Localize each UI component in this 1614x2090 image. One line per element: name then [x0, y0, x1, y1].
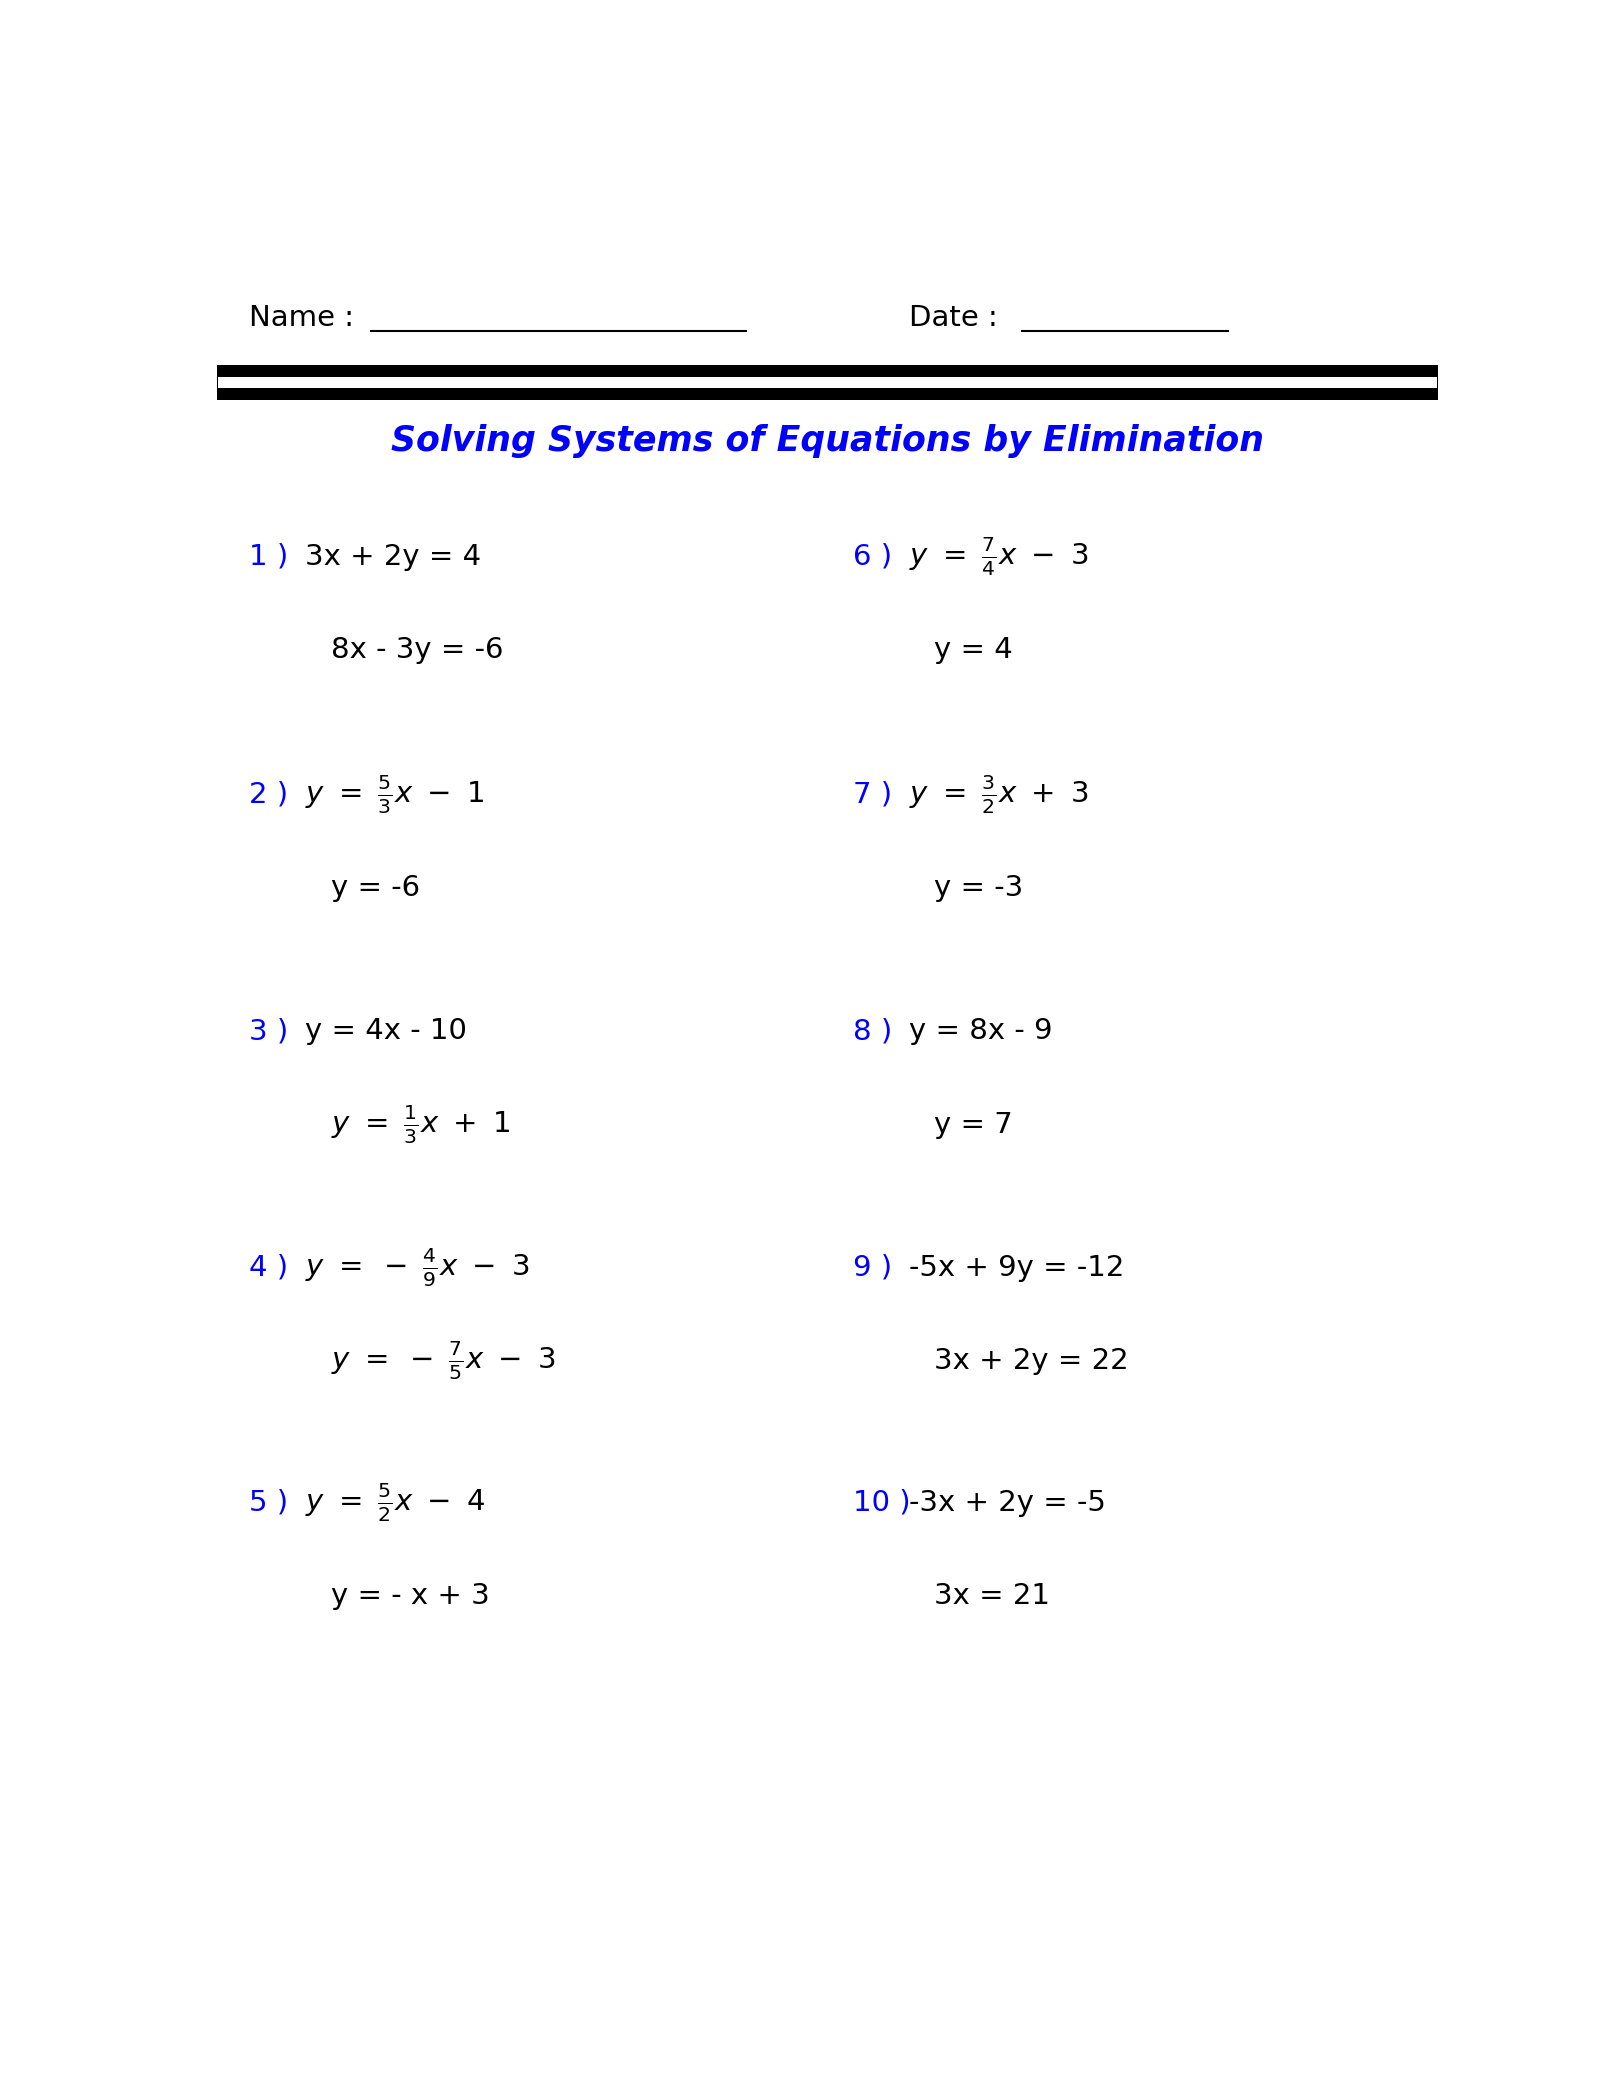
Text: Name :: Name :: [249, 305, 353, 332]
Text: 10 ): 10 ): [852, 1488, 910, 1517]
Text: y = -3: y = -3: [933, 874, 1023, 903]
Text: 6 ): 6 ): [852, 543, 891, 571]
Text: $y\ =\ -\ \frac{7}{5}x\ -\ 3$: $y\ =\ -\ \frac{7}{5}x\ -\ 3$: [331, 1340, 555, 1381]
Text: 5 ): 5 ): [249, 1488, 289, 1517]
Text: 2 ): 2 ): [249, 782, 289, 809]
Text: y = 4: y = 4: [933, 635, 1012, 665]
Text: Date :: Date :: [909, 305, 997, 332]
Text: $y\ =\ \frac{7}{4}x\ -\ 3$: $y\ =\ \frac{7}{4}x\ -\ 3$: [909, 535, 1088, 577]
Text: y = 7: y = 7: [933, 1110, 1012, 1139]
Text: 9 ): 9 ): [852, 1254, 891, 1281]
Text: $y\ =\ \frac{5}{2}x\ -\ 4$: $y\ =\ \frac{5}{2}x\ -\ 4$: [305, 1482, 484, 1524]
Text: y = 4x - 10: y = 4x - 10: [305, 1018, 466, 1045]
Bar: [218, 378, 1436, 389]
Text: 8 ): 8 ): [852, 1018, 891, 1045]
Text: y = -6: y = -6: [331, 874, 420, 903]
Text: $y\ =\ \frac{5}{3}x\ -\ 1$: $y\ =\ \frac{5}{3}x\ -\ 1$: [305, 773, 483, 815]
Text: -5x + 9y = -12: -5x + 9y = -12: [909, 1254, 1123, 1281]
Text: 7 ): 7 ): [852, 782, 891, 809]
Text: -3x + 2y = -5: -3x + 2y = -5: [909, 1488, 1106, 1517]
Text: 3x + 2y = 22: 3x + 2y = 22: [933, 1348, 1128, 1375]
Text: Solving Systems of Equations by Elimination: Solving Systems of Equations by Eliminat…: [391, 424, 1264, 458]
Text: 4 ): 4 ): [249, 1254, 289, 1281]
Text: 3x + 2y = 4: 3x + 2y = 4: [305, 543, 481, 571]
Text: 8x - 3y = -6: 8x - 3y = -6: [331, 635, 504, 665]
Text: y = - x + 3: y = - x + 3: [331, 1582, 489, 1609]
Text: 3x = 21: 3x = 21: [933, 1582, 1049, 1609]
Bar: [216, 366, 1438, 401]
Text: 1 ): 1 ): [249, 543, 289, 571]
Text: 3 ): 3 ): [249, 1018, 289, 1045]
Text: y = 8x - 9: y = 8x - 9: [909, 1018, 1052, 1045]
Text: $y\ =\ \frac{3}{2}x\ +\ 3$: $y\ =\ \frac{3}{2}x\ +\ 3$: [909, 773, 1088, 815]
Text: $y\ =\ \frac{1}{3}x\ +\ 1$: $y\ =\ \frac{1}{3}x\ +\ 1$: [331, 1104, 510, 1145]
Text: $y\ =\ -\ \frac{4}{9}x\ -\ 3$: $y\ =\ -\ \frac{4}{9}x\ -\ 3$: [305, 1246, 529, 1290]
